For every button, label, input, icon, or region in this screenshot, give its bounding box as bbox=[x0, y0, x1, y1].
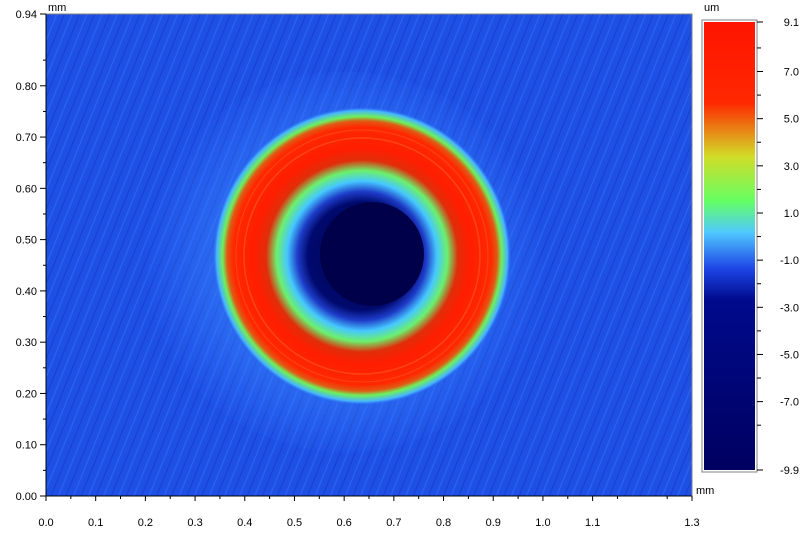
x-tick-label: 0.3 bbox=[187, 517, 202, 529]
colorbar-tick-label: -9.9 bbox=[780, 465, 799, 477]
y-tick-label: 0.10 bbox=[16, 440, 37, 452]
x-tick-label: 0.4 bbox=[237, 517, 252, 529]
y-tick-label: 0.50 bbox=[16, 235, 37, 247]
colorbar-tick-label: 5.0 bbox=[784, 114, 799, 126]
y-tick-label: 0.94 bbox=[16, 9, 37, 21]
x-tick-label: 0.2 bbox=[138, 517, 153, 529]
colorbar-tick-label: 1.0 bbox=[784, 208, 799, 220]
x-tick-label: 0.8 bbox=[436, 517, 451, 529]
x-tick-label: 0.9 bbox=[486, 517, 501, 529]
pit-core bbox=[320, 202, 424, 306]
x-tick-label: 0.1 bbox=[88, 517, 103, 529]
colorbar-ticks: 9.1 7.0 5.0 3.0 1.0 -1.0 -3.0 -5.0 -7.0 -9.9 bbox=[757, 17, 799, 477]
y-tick-label: 0.60 bbox=[16, 183, 37, 195]
colorbar-tick-label: 3.0 bbox=[784, 161, 799, 173]
y-tick-label: 0.40 bbox=[16, 286, 37, 298]
y-tick-label: 0.20 bbox=[16, 388, 37, 400]
y-tick-label: 0.30 bbox=[16, 337, 37, 349]
colorbar-gradient bbox=[704, 22, 755, 470]
colorbar-unit-label: um bbox=[704, 2, 719, 14]
y-tick-label: 0.80 bbox=[16, 81, 37, 93]
colorbar: um 9.1 7.0 5.0 3.0 1.0 -1.0 -3.0 -5.0 -7.0 -9.9 bbox=[701, 2, 799, 477]
x-axis: 0.0 0.1 0.2 0.3 0.4 0.5 0.6 0.7 0.8 0.9 1.0 1.1 1.3 bbox=[38, 495, 700, 529]
x-tick-label: 1.0 bbox=[535, 517, 550, 529]
x-tick-label: 1.3 bbox=[684, 517, 699, 529]
colorbar-tick-label: -5.0 bbox=[780, 349, 799, 361]
colorbar-tick-label: 9.1 bbox=[784, 17, 799, 29]
y-axis-unit-label: mm bbox=[48, 2, 66, 14]
x-tick-label: 0.5 bbox=[287, 517, 302, 529]
heatmap-area bbox=[46, 14, 692, 496]
colorbar-tick-label: 7.0 bbox=[784, 67, 799, 79]
x-tick-label: 0.6 bbox=[337, 517, 352, 529]
x-tick-label: 0.0 bbox=[38, 517, 53, 529]
y-axis: 0.00 0.10 0.20 0.30 0.40 0.50 0.60 0.70 0.80 0.94 bbox=[16, 9, 47, 503]
colorbar-tick-label: -7.0 bbox=[780, 397, 799, 409]
colorbar-tick-label: -1.0 bbox=[780, 255, 799, 267]
rim-ring-line bbox=[235, 129, 489, 383]
x-tick-label: 1.1 bbox=[585, 517, 600, 529]
rim-ring-line bbox=[243, 137, 481, 375]
y-tick-label: 0.70 bbox=[16, 132, 37, 144]
y-tick-label: 0.00 bbox=[16, 491, 37, 503]
colorbar-tick-label: -3.0 bbox=[780, 302, 799, 314]
x-axis-unit-label: mm bbox=[696, 485, 714, 497]
x-tick-label: 0.7 bbox=[386, 517, 401, 529]
